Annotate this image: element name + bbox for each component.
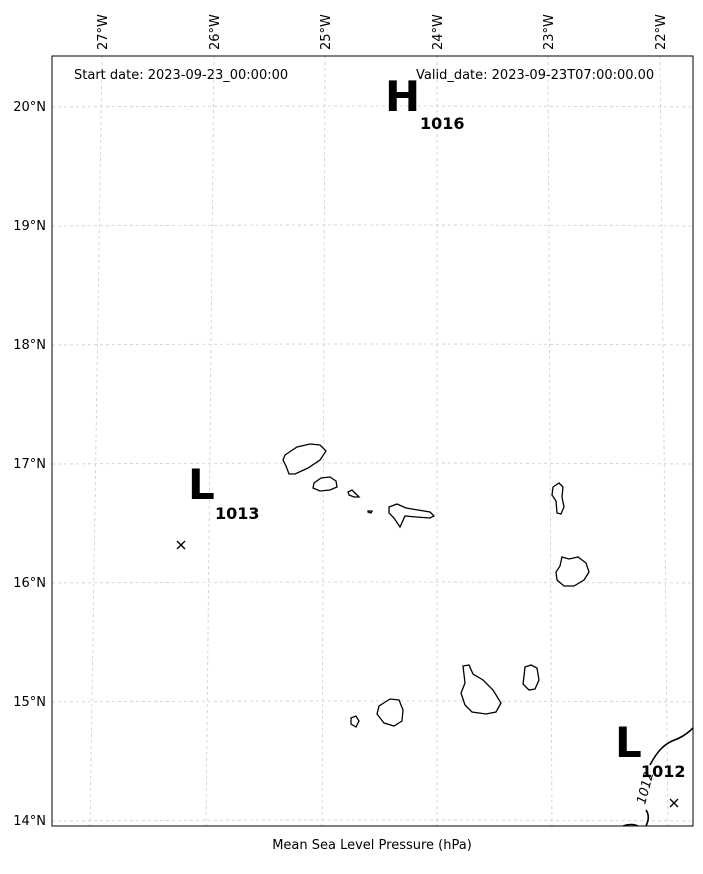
map-frame — [51, 55, 694, 827]
islands — [282, 443, 590, 728]
lat-tick: 17°N — [13, 457, 46, 472]
low-pressure-value: 1012 — [641, 762, 686, 781]
island-santo-antao — [282, 443, 327, 475]
low-letter: L — [615, 718, 642, 767]
island-sao-nicolau — [388, 503, 436, 529]
high-pressure-value: 1016 — [420, 114, 465, 133]
lat-tick: 14°N — [13, 814, 46, 829]
low-letter: L — [188, 460, 215, 509]
high-pressure-system: H — [385, 72, 420, 121]
lon-tick: 24°W — [431, 14, 446, 50]
lat-tick: 15°N — [13, 695, 46, 710]
map-caption: Mean Sea Level Pressure (hPa) — [272, 838, 472, 853]
lat-tick: 19°N — [13, 219, 46, 234]
low-pressure-system-southeast: L 1012 — [615, 718, 686, 808]
low-center-marker — [176, 540, 186, 550]
low-pressure-value: 1013 — [215, 504, 260, 523]
valid-date: Valid_date: 2023-09-23T07:00:00.00 — [416, 68, 654, 83]
lon-tick: 25°W — [319, 14, 334, 50]
start-date: Start date: 2023-09-23_00:00:00 — [74, 68, 288, 83]
latitude-ticks: 20°N 19°N 18°N 17°N 16°N 15°N 14°N — [13, 100, 46, 829]
longitude-ticks: 27°W 26°W 25°W 24°W 23°W 22°W — [96, 14, 669, 50]
island-fogo — [376, 698, 404, 727]
lat-tick: 20°N — [13, 100, 46, 115]
high-letter: H — [385, 72, 420, 121]
island-sao-vicente — [312, 476, 338, 492]
graticule — [52, 56, 693, 826]
island-brava — [350, 715, 360, 728]
island-santiago — [460, 664, 502, 715]
lon-tick: 23°W — [542, 14, 557, 50]
island-branco — [367, 510, 374, 514]
island-boa-vista — [555, 556, 590, 587]
island-maio — [522, 664, 540, 691]
lon-tick: 22°W — [654, 14, 669, 50]
island-santa-luzia — [347, 489, 361, 498]
lat-tick: 18°N — [13, 338, 46, 353]
lon-tick: 27°W — [96, 14, 111, 50]
lat-tick: 16°N — [13, 576, 46, 591]
island-sal — [551, 482, 565, 515]
lon-tick: 26°W — [208, 14, 223, 50]
low-pressure-system-west: L 1013 — [176, 460, 260, 550]
low-center-marker — [669, 798, 679, 808]
